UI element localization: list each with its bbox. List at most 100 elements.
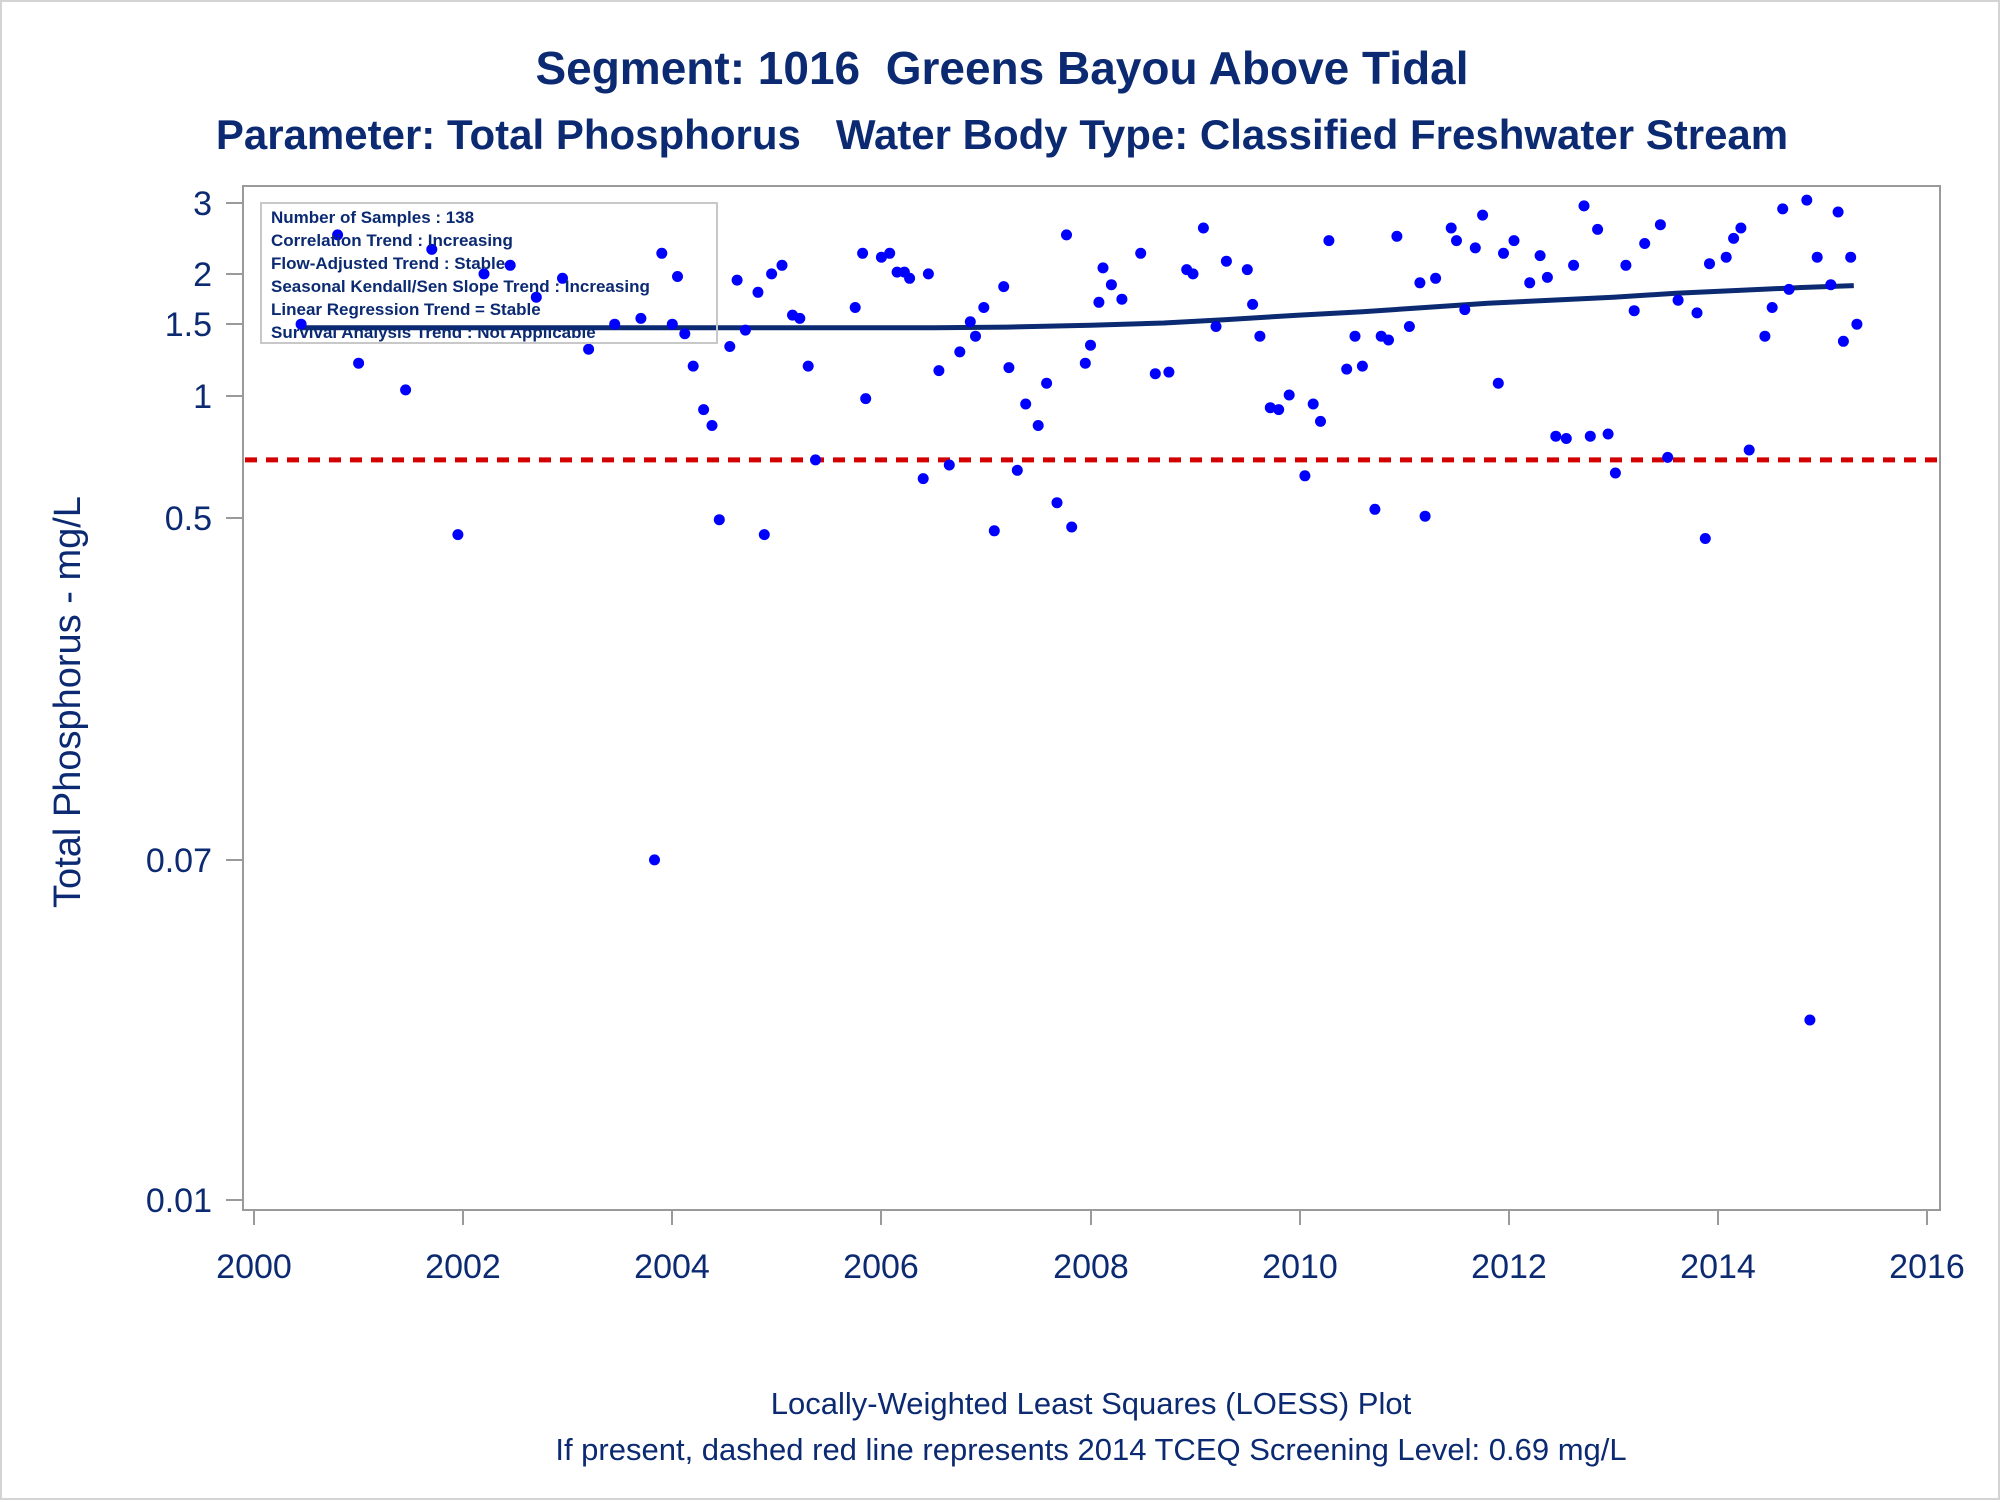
data-point [970, 330, 981, 342]
inset-line-survival-analysis: Survival Analysis Trend : Not Applicable [271, 323, 596, 342]
data-point [998, 281, 1010, 293]
data-point [1662, 451, 1674, 463]
data-point [583, 343, 595, 355]
data-point [1743, 444, 1755, 456]
data-point [1592, 223, 1604, 235]
data-point [1041, 377, 1053, 389]
x-tick-label: 2006 [843, 1248, 919, 1286]
y-tick-label: 0.5 [165, 500, 212, 538]
x-tick-label: 2010 [1262, 1248, 1338, 1286]
data-point [1315, 415, 1326, 427]
inset-line-linear-regression: Linear Regression Trend = Stable [271, 300, 541, 319]
data-point [1283, 389, 1295, 401]
data-point [295, 318, 307, 330]
data-point [1307, 398, 1319, 410]
data-point [557, 272, 568, 284]
data-point [1241, 264, 1253, 276]
data-point [426, 243, 438, 255]
data-point [1759, 330, 1771, 342]
data-point [1085, 339, 1096, 351]
data-point [635, 312, 647, 324]
data-point [1210, 321, 1222, 332]
data-point [1720, 251, 1732, 263]
plot-layer [245, 194, 1938, 1026]
data-point [1419, 510, 1431, 522]
data-point [656, 247, 668, 259]
data-point [609, 318, 621, 330]
data-point [1524, 277, 1536, 289]
data-point [687, 360, 699, 372]
data-point [1534, 250, 1546, 262]
data-point [1163, 366, 1175, 378]
data-point [1369, 503, 1381, 515]
x-tick-label: 2012 [1471, 1248, 1547, 1286]
x-axis: 2000 2002 2004 2006 2008 2010 2012 2014 … [216, 1210, 1965, 1286]
data-point [857, 247, 869, 259]
data-point [1825, 279, 1837, 291]
data-point [802, 360, 814, 372]
data-point [978, 302, 990, 313]
data-point [1149, 368, 1161, 380]
data-point [1003, 362, 1015, 374]
y-tick-label: 2 [193, 256, 212, 294]
data-point [860, 393, 872, 405]
data-point [1093, 296, 1105, 308]
data-point [1254, 330, 1266, 342]
data-point [452, 529, 464, 541]
data-point [1609, 467, 1621, 479]
data-point [1066, 521, 1078, 533]
data-point [1323, 235, 1335, 247]
data-point [1356, 360, 1368, 372]
x-tick-label: 2008 [1053, 1248, 1129, 1286]
data-point [706, 420, 718, 431]
data-point [1672, 294, 1684, 306]
data-point [672, 271, 683, 282]
data-point [1777, 203, 1789, 215]
data-point [766, 268, 778, 280]
data-point [1391, 230, 1403, 242]
data-point [1568, 259, 1580, 271]
stats-inset: Number of Samples : 138 Correlation Tren… [260, 202, 718, 344]
data-point [353, 357, 365, 369]
data-point [1051, 497, 1063, 509]
data-point [1105, 279, 1117, 291]
data-point [1477, 209, 1489, 221]
data-point [752, 286, 764, 298]
data-point [1832, 206, 1844, 218]
x-tick-label: 2002 [425, 1248, 501, 1286]
data-point [1220, 255, 1232, 267]
data-point [1459, 304, 1471, 316]
x-tick-label: 2000 [216, 1248, 292, 1286]
data-point [1837, 335, 1849, 347]
footnote-screening-level: If present, dashed red line represents 2… [555, 1432, 1626, 1467]
data-point [922, 268, 934, 280]
data-point [1639, 238, 1651, 249]
data-point [1445, 222, 1457, 234]
data-point [1011, 464, 1023, 476]
data-point [884, 247, 896, 259]
data-point [666, 318, 678, 330]
data-point [988, 525, 1000, 537]
data-point [1584, 430, 1596, 442]
data-point [875, 251, 887, 263]
data-point [731, 274, 743, 286]
data-point [904, 272, 916, 284]
data-point [1783, 283, 1795, 295]
data-point [1804, 1014, 1816, 1026]
y-tick-label: 0.07 [146, 842, 212, 880]
data-point [1628, 305, 1640, 317]
data-point [724, 341, 736, 352]
data-point [1498, 247, 1509, 259]
data-point [1264, 402, 1276, 414]
data-point [1851, 318, 1863, 330]
data-point [1187, 268, 1199, 280]
data-point [1560, 433, 1572, 444]
data-point [713, 514, 725, 526]
data-point [649, 854, 660, 866]
data-point [1691, 307, 1703, 319]
data-point [1341, 363, 1353, 375]
data-point [1061, 229, 1072, 241]
data-point [1620, 259, 1632, 271]
data-point [1492, 377, 1504, 389]
inset-line-correlation: Correlation Trend : Increasing [271, 231, 513, 250]
